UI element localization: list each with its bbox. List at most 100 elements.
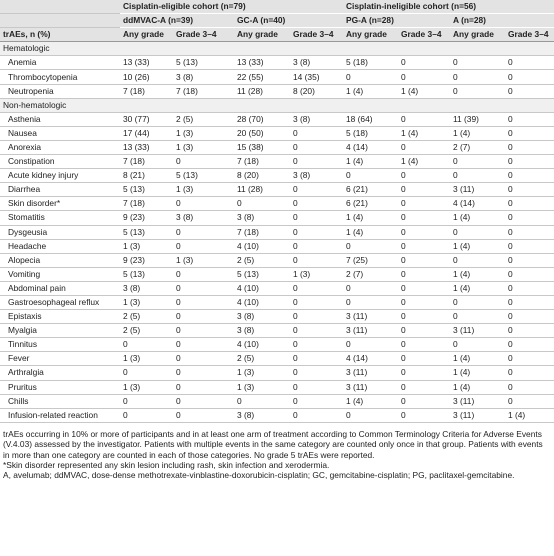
data-row: Neutropenia 7 (18) 7 (18) 11 (28) 8 (20) 1 (4… — [0, 84, 554, 99]
cell: 0 — [290, 323, 343, 339]
cell: 3 (8) — [290, 55, 343, 71]
header-row: trAEs, n (%) Any grade Grade 3–4 Any grade G… — [0, 27, 554, 43]
cell: 0 — [505, 196, 554, 212]
cell: 3 (8) — [234, 323, 290, 339]
data-row: Diarrhea 5 (13) 1 (3) 11 (28) 0 6 (21) 0 3 (11)… — [0, 182, 554, 198]
row-label: Gastroesophageal reflux — [0, 295, 120, 311]
cell: 0 — [398, 323, 450, 339]
cell: 3 (8) — [234, 210, 290, 226]
cell: 1 (4) — [398, 126, 450, 141]
cell: 1 (4) — [450, 380, 505, 395]
cell: 13 (33) — [234, 55, 290, 71]
column-header: Any grade — [120, 27, 173, 43]
row-label: Myalgia — [0, 323, 120, 339]
cell: 0 — [290, 126, 343, 141]
data-row: Chills 0 0 0 0 1 (4) 0 3 (11) 0 — [0, 394, 554, 409]
cell: 4 (10) — [234, 295, 290, 311]
cell: 2 (5) — [173, 112, 234, 127]
cell: 3 (11) — [343, 323, 398, 339]
cell: 0 — [450, 69, 505, 85]
cohort-header: Cisplatin-eligible cohort (n=79) — [120, 0, 343, 15]
cell: 0 — [450, 168, 505, 184]
section-row: Non-hematologic — [0, 98, 554, 113]
cell: 0 — [343, 337, 398, 353]
cell: 3 (8) — [290, 112, 343, 127]
column-header: Grade 3–4 — [173, 27, 234, 43]
cell: 1 (3) — [173, 253, 234, 268]
cell: 1 (4) — [343, 394, 398, 409]
cell: 5 (13) — [173, 55, 234, 71]
cell: 0 — [505, 239, 554, 254]
cell: 4 (14) — [450, 196, 505, 212]
cell: 1 (3) — [173, 140, 234, 156]
cell: 0 — [173, 365, 234, 381]
cell: 0 — [398, 239, 450, 254]
cell: 0 — [398, 380, 450, 395]
cell: 0 — [290, 281, 343, 296]
cell: 4 (10) — [234, 337, 290, 353]
cell: 1 (4) — [450, 351, 505, 367]
cell: 0 — [505, 281, 554, 296]
column-header: Any grade — [234, 27, 290, 43]
cell: 0 — [505, 365, 554, 381]
data-row: Acute kidney injury 8 (21) 5 (13) 8 (20) 3 (… — [0, 168, 554, 184]
cell: 0 — [398, 408, 450, 423]
row-label: Chills — [0, 394, 120, 409]
cell: 1 (4) — [450, 267, 505, 282]
cell: 0 — [234, 394, 290, 409]
data-row: Skin disorder* 7 (18) 0 0 0 6 (21) 0 4 (14) 0 — [0, 196, 554, 212]
data-row: Tinnitus 0 0 4 (10) 0 0 0 0 0 — [0, 337, 554, 353]
cell: 0 — [505, 126, 554, 141]
cell: 0 — [398, 351, 450, 367]
cell: 0 — [505, 337, 554, 353]
row-label: Epistaxis — [0, 309, 120, 325]
cell: 1 (4) — [343, 210, 398, 226]
cell: 0 — [505, 323, 554, 339]
cell: 0 — [290, 408, 343, 423]
cell: 0 — [450, 84, 505, 99]
cell: 0 — [505, 309, 554, 325]
cell: 0 — [173, 323, 234, 339]
column-header: Grade 3–4 — [398, 27, 450, 43]
row-label: Acute kidney injury — [0, 168, 120, 184]
arm-header: PG-A (n=28) — [343, 13, 450, 29]
data-row: Constipation 7 (18) 0 7 (18) 0 1 (4) 1 (4) 0 0 — [0, 154, 554, 170]
cell: 0 — [398, 295, 450, 311]
cell: 0 — [173, 380, 234, 395]
row-label: Skin disorder* — [0, 196, 120, 212]
cell: 1 (3) — [234, 380, 290, 395]
cell: 1 (3) — [120, 295, 173, 311]
cell: 3 (8) — [234, 309, 290, 325]
cell: 0 — [290, 351, 343, 367]
cell: 0 — [398, 55, 450, 71]
cell: 4 (14) — [343, 140, 398, 156]
cell: 0 — [290, 154, 343, 170]
cell: 3 (8) — [120, 281, 173, 296]
cell: 0 — [290, 210, 343, 226]
cell: 4 (10) — [234, 281, 290, 296]
cell: 5 (13) — [120, 182, 173, 198]
data-row: Asthenia 30 (77) 2 (5) 28 (70) 3 (8) 18 (64) 0… — [0, 112, 554, 127]
cell: 0 — [120, 408, 173, 423]
cell: 10 (26) — [120, 69, 173, 85]
cell: 3 (11) — [343, 365, 398, 381]
cell: 0 — [450, 154, 505, 170]
cell: 0 — [505, 168, 554, 184]
cell: 0 — [398, 182, 450, 198]
cell: 0 — [173, 267, 234, 282]
data-row: Thrombocytopenia 10 (26) 3 (8) 22 (55) 14 (3… — [0, 69, 554, 85]
cell: 0 — [450, 295, 505, 311]
cell: 1 (3) — [120, 351, 173, 367]
cell: 17 (44) — [120, 126, 173, 141]
cell: 22 (55) — [234, 69, 290, 85]
footnotes: trAEs occurring in 10% or more of partic… — [0, 423, 554, 481]
row-label: Headache — [0, 239, 120, 254]
cell: 5 (18) — [343, 55, 398, 71]
cell: 0 — [343, 408, 398, 423]
cell: 0 — [505, 55, 554, 71]
cell: 0 — [505, 295, 554, 311]
cell: 1 (3) — [120, 239, 173, 254]
cell: 5 (13) — [120, 267, 173, 282]
cell: 0 — [505, 253, 554, 268]
data-row: Headache 1 (3) 0 4 (10) 0 0 0 1 (4) 0 — [0, 239, 554, 254]
